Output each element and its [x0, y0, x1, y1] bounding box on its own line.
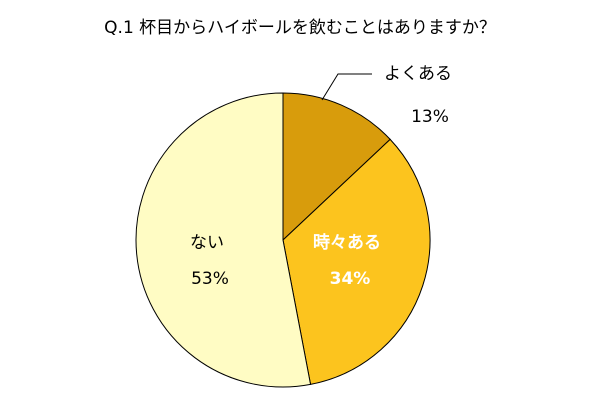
pie-slice [282, 138, 431, 385]
slice-label: ない [190, 233, 224, 253]
pie-slice [282, 92, 391, 242]
chart-title: Q.1 杯目からハイボールを飲むことはありますか？ [104, 18, 496, 38]
value-label: 34% [330, 269, 371, 289]
pie-slice [135, 92, 312, 388]
slice-label: 時々ある [313, 232, 381, 253]
value-label: 13% [411, 107, 449, 127]
leader-line [321, 73, 372, 101]
value-label: 53% [191, 269, 229, 289]
slice-label: よくある [384, 64, 452, 84]
